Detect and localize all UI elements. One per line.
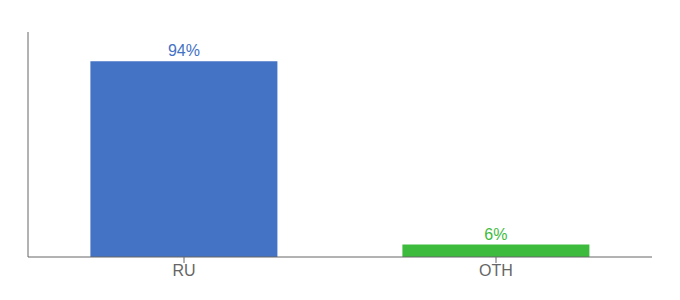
svg-text:RU: RU <box>172 262 195 279</box>
svg-text:94%: 94% <box>168 42 200 59</box>
svg-text:OTH: OTH <box>479 262 513 279</box>
svg-text:6%: 6% <box>484 226 507 243</box>
